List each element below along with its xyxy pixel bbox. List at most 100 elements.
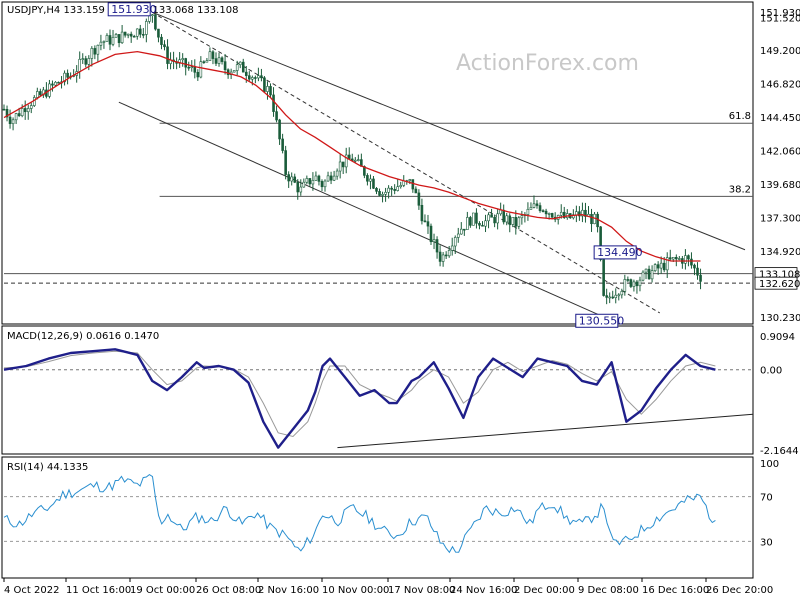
candle-body <box>217 57 221 64</box>
price-tick-label: 146.820 <box>760 80 800 91</box>
price-tick-label: 137.300 <box>760 213 800 224</box>
candle-body <box>529 207 533 210</box>
candle-body <box>320 181 324 188</box>
candle-body <box>241 61 245 73</box>
candle-body <box>375 188 378 192</box>
candle-body <box>290 176 294 182</box>
candle-body <box>644 268 648 273</box>
candle-body <box>399 185 403 188</box>
candle-body <box>623 279 627 292</box>
candle-body <box>293 176 297 183</box>
candle-body <box>511 217 515 225</box>
candle-body <box>584 209 587 217</box>
candle-body <box>490 214 493 218</box>
candle-body <box>114 34 118 38</box>
candle-body <box>63 72 66 83</box>
candle-body <box>151 14 154 16</box>
candle-body <box>450 245 454 251</box>
candle-body <box>302 181 306 188</box>
candle-body <box>163 44 166 48</box>
candle-body <box>341 161 345 168</box>
candle-body <box>232 70 236 73</box>
candle-body <box>466 217 469 230</box>
macd-indicator: 0.9094 0.00 -2.1644 <box>3 332 799 457</box>
candle-body <box>671 257 675 260</box>
candle-body <box>308 178 312 185</box>
x-tick-label: 24 Nov 16:00 <box>450 585 517 596</box>
candle-body <box>562 211 566 218</box>
candle-body <box>338 161 342 172</box>
x-tick-label: 2 Nov 16:00 <box>258 585 319 596</box>
candle-body <box>263 77 266 92</box>
candle-body <box>154 14 157 30</box>
candle-body <box>547 213 551 215</box>
candle-body <box>599 226 602 260</box>
candle-body <box>96 44 100 55</box>
macd-trendline <box>337 413 754 449</box>
candle-body <box>481 224 484 227</box>
candle-body <box>108 35 112 45</box>
candle-body <box>662 262 666 271</box>
candle-body <box>690 258 693 266</box>
candle-body <box>102 41 106 43</box>
price-annotation-box <box>107 2 151 17</box>
candle-body <box>478 223 481 226</box>
candle-body <box>39 91 42 96</box>
candle-body <box>244 71 248 76</box>
candle-body <box>126 33 130 36</box>
candle-body <box>357 159 360 161</box>
price-tick-label: 139.680 <box>760 180 800 191</box>
candle-body <box>581 209 584 217</box>
candle-body <box>475 212 478 224</box>
candle-body <box>535 203 539 206</box>
candle-body <box>381 194 384 196</box>
candle-body <box>17 113 21 117</box>
candle-body <box>251 77 254 80</box>
price-annotation-label: 134.490 <box>597 246 643 259</box>
candle-body <box>417 192 421 206</box>
candle-body <box>145 21 148 35</box>
candle-body <box>459 228 463 235</box>
candle-body <box>296 182 300 193</box>
candle-body <box>11 119 15 125</box>
price-annotation-box <box>575 313 619 328</box>
x-tick-label: 4 Oct 2022 <box>4 585 59 596</box>
price-annotation-label: 151.930 <box>111 3 157 16</box>
macd-panel-frame <box>1 325 754 455</box>
candle-body <box>36 91 39 98</box>
candle-body <box>472 212 475 226</box>
candle-body <box>332 175 336 181</box>
candle-body <box>248 75 251 80</box>
candle-body <box>196 71 200 78</box>
candle-body <box>544 210 548 215</box>
macd-line <box>3 348 716 449</box>
price-tick-label: 151.520 <box>760 14 800 25</box>
candle-body <box>14 113 18 121</box>
candle-body <box>572 214 575 219</box>
candle-body <box>142 34 145 36</box>
candle-body <box>160 36 163 45</box>
candle-body <box>635 281 639 287</box>
candle-body <box>66 72 69 78</box>
candle-body <box>423 220 427 223</box>
rsi-tick-label: 70 <box>760 493 773 504</box>
candle-body <box>184 58 188 68</box>
candle-body <box>266 86 269 92</box>
candle-body <box>57 81 60 84</box>
candle-body <box>514 217 518 227</box>
candle-body <box>484 220 487 227</box>
candle-body <box>254 77 257 79</box>
candle-body <box>2 108 6 111</box>
price-annotation-box <box>593 245 637 260</box>
candle-body <box>132 35 136 38</box>
candle-body <box>493 216 496 224</box>
candle-body <box>311 180 315 185</box>
x-tick-label: 26 Dec 20:00 <box>706 585 773 596</box>
candle-body <box>199 61 203 78</box>
price-tick-label: 142.060 <box>760 147 800 158</box>
candle-body <box>659 262 663 269</box>
candle-body <box>429 225 433 243</box>
candle-body <box>611 296 615 299</box>
price-tick-label: 149.200 <box>760 46 800 57</box>
candle-body <box>638 279 642 287</box>
